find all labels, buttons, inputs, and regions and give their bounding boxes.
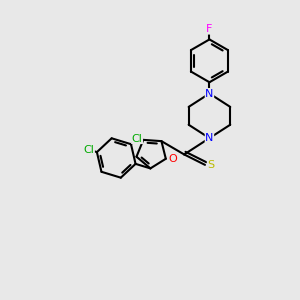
Text: N: N: [205, 88, 214, 98]
Text: O: O: [168, 154, 177, 164]
Text: S: S: [207, 160, 214, 170]
Text: Cl: Cl: [83, 145, 94, 155]
Text: N: N: [205, 133, 214, 143]
Text: Cl: Cl: [132, 134, 142, 143]
Text: F: F: [206, 24, 213, 34]
